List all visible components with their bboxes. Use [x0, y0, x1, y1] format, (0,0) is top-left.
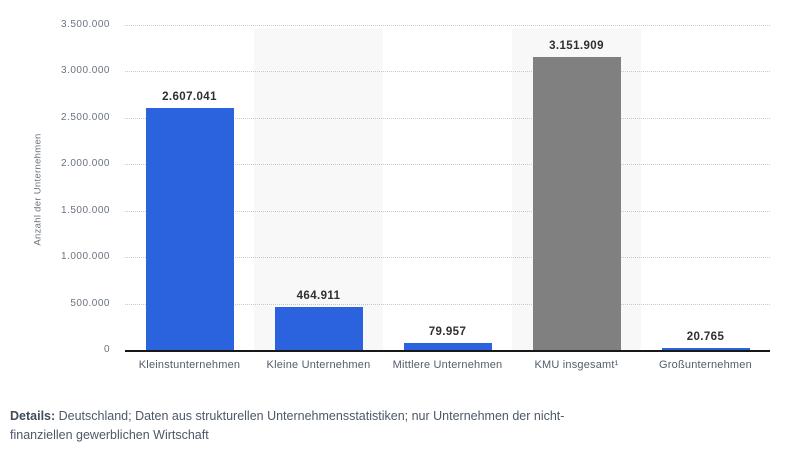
- chart-bar[interactable]: [661, 348, 750, 350]
- y-gridline: [125, 164, 770, 166]
- details-note: Details: Deutschland; Daten aus struktur…: [10, 407, 588, 445]
- y-gridline: [125, 303, 770, 305]
- category-label: Mittlere Unternehmen: [392, 359, 503, 371]
- details-text: Deutschland; Daten aus strukturellen Unt…: [10, 409, 565, 442]
- bar-chart: Anzahl der Unternehmen 0 500.000 1.000.000…: [33, 19, 770, 371]
- y-gridline: [125, 257, 770, 259]
- bar-value-label: 20.765: [686, 331, 725, 344]
- y-tick-label: 3.000.000: [61, 65, 110, 77]
- chart-bar[interactable]: [145, 107, 234, 350]
- y-tick-label: 1.500.000: [61, 204, 110, 216]
- column-band: [254, 29, 383, 350]
- category-label: Großunternehmen: [659, 359, 752, 371]
- y-tick-label: 2.500.000: [61, 111, 110, 123]
- y-tick-label: 2.000.000: [61, 158, 110, 170]
- chart-bar[interactable]: [274, 306, 363, 350]
- bar-value-label: 3.151.909: [549, 40, 604, 53]
- category-label: Kleine Unternehmen: [266, 359, 371, 371]
- chart-bar[interactable]: [403, 342, 492, 350]
- y-tick-label: 1.000.000: [61, 251, 110, 263]
- category-label: KMU insgesamt¹: [534, 359, 619, 371]
- details-label: Details:: [10, 409, 56, 423]
- bar-value-label: 79.957: [428, 325, 467, 338]
- y-gridline: [125, 25, 770, 26]
- bar-value-label: 2.607.041: [162, 90, 217, 103]
- y-tick-label: 3.500.000: [61, 19, 110, 30]
- y-gridline: [125, 117, 770, 119]
- y-gridline: [125, 210, 770, 212]
- bar-value-label: 464.911: [296, 289, 341, 302]
- y-gridline: [125, 71, 770, 73]
- category-label: Kleinstunternehmen: [138, 359, 241, 371]
- y-tick-label: 0: [103, 344, 110, 355]
- chart-bar[interactable]: [532, 57, 621, 350]
- x-axis-line: [125, 350, 770, 352]
- y-tick-label: 500.000: [70, 297, 110, 309]
